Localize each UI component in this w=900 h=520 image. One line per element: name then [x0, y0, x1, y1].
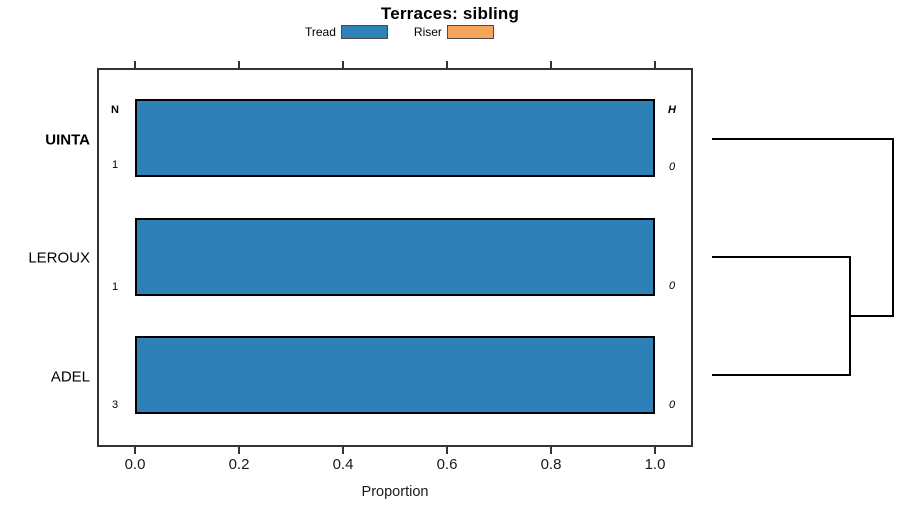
x-tick-label: 0.2 — [228, 456, 250, 473]
bar-row-uinta — [135, 99, 655, 177]
bar-leroux-tread — [135, 218, 655, 296]
bar-row-adel — [135, 336, 655, 414]
axis-tick-top — [446, 61, 448, 68]
n-column-header: N — [111, 104, 119, 116]
dendrogram-branch-adel — [712, 374, 851, 376]
bar-row-leroux — [135, 218, 655, 296]
axis-tick-bottom — [654, 447, 656, 454]
legend: Tread Riser — [305, 25, 494, 39]
dendrogram-branch-uinta — [712, 138, 894, 140]
h-value-adel: 0 — [668, 399, 676, 411]
axis-tick-top — [550, 61, 552, 68]
axis-tick-top — [134, 61, 136, 68]
axis-tick-top — [238, 61, 240, 68]
h-value-leroux: 0 — [668, 280, 676, 292]
axis-tick-top — [342, 61, 344, 68]
axis-tick-bottom — [550, 447, 552, 454]
x-axis-label: Proportion — [361, 484, 429, 500]
axis-tick-bottom — [238, 447, 240, 454]
n-value-leroux: 1 — [111, 281, 119, 293]
axis-tick-top — [654, 61, 656, 68]
axis-tick-bottom — [134, 447, 136, 454]
bar-uinta-tread — [135, 99, 655, 177]
dendrogram-connector — [849, 315, 894, 317]
dendrogram-branch-leroux — [712, 256, 851, 258]
row-label-uinta: UINTA — [45, 131, 90, 149]
x-tick-label: 1.0 — [644, 456, 666, 473]
x-tick-label: 0.4 — [332, 456, 354, 473]
chart-title: Terraces: sibling — [380, 4, 520, 23]
row-label-adel: ADEL — [50, 368, 90, 386]
legend-swatch-tread — [340, 25, 388, 39]
legend-label-riser: Riser — [413, 25, 442, 39]
h-column-header: H — [668, 104, 676, 116]
x-tick-label: 0.8 — [540, 456, 562, 473]
x-tick-label: 0.0 — [124, 456, 146, 473]
h-value-uinta: 0 — [668, 161, 676, 173]
bar-adel-tread — [135, 336, 655, 414]
legend-swatch-riser — [446, 25, 494, 39]
legend-label-tread: Tread — [305, 25, 336, 39]
n-value-adel: 3 — [111, 399, 119, 411]
row-label-leroux: LEROUX — [28, 249, 90, 267]
axis-tick-bottom — [342, 447, 344, 454]
n-value-uinta: 1 — [111, 159, 119, 171]
x-tick-label: 0.6 — [436, 456, 458, 473]
axis-tick-bottom — [446, 447, 448, 454]
dendrogram-merge-root — [892, 138, 894, 317]
